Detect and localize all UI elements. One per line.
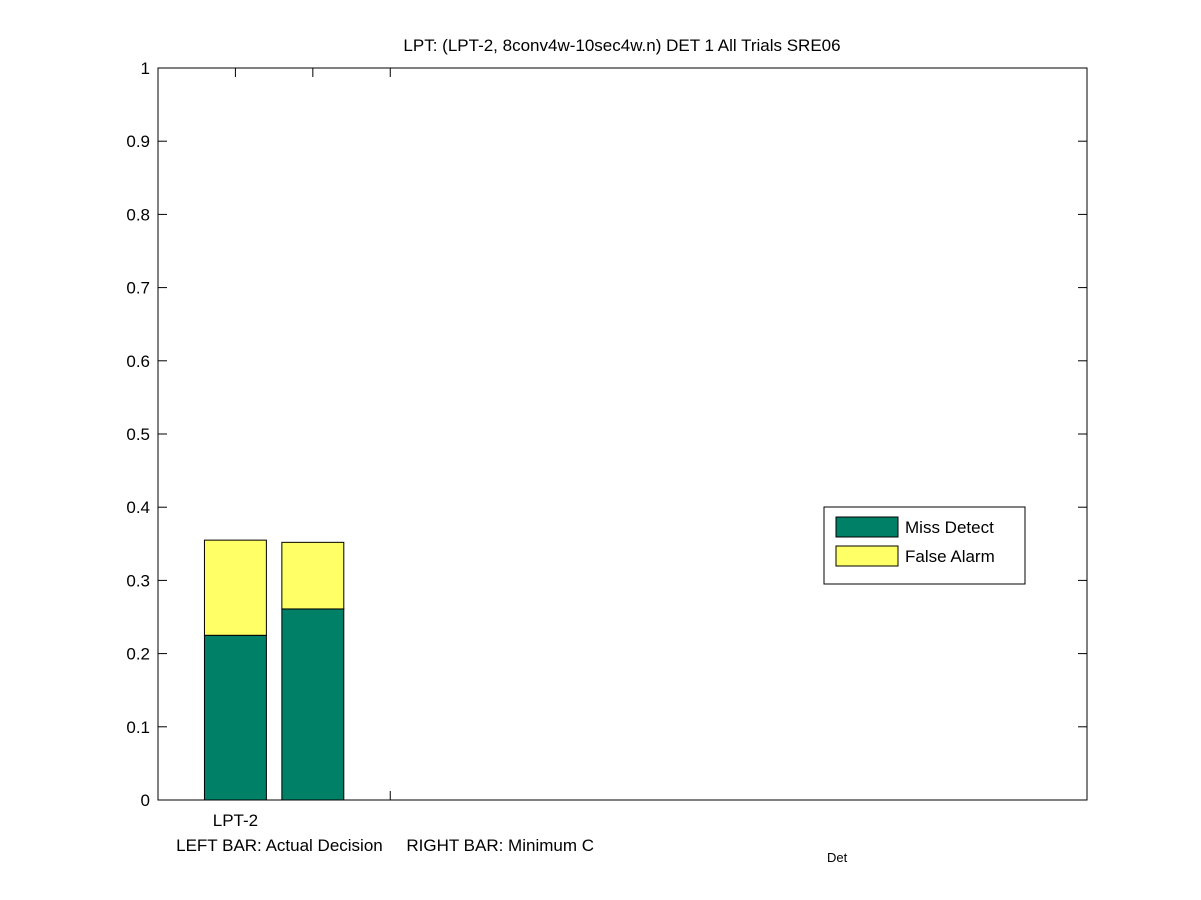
x-axis-label: LEFT BAR: Actual Decision RIGHT BAR: Min… [176, 836, 594, 855]
y-tick-label: 0.2 [126, 645, 150, 664]
y-tick-label: 0 [141, 791, 150, 810]
y-tick-label: 0.3 [126, 571, 150, 590]
chart-title: LPT: (LPT-2, 8conv4w-10sec4w.n) DET 1 Al… [403, 36, 840, 55]
bar-segment [203, 539, 267, 636]
legend-swatch [835, 516, 899, 538]
bar-segment [203, 634, 267, 801]
x-axis-label-subscript: Det [827, 850, 848, 865]
x-tick-label: LPT-2 [213, 811, 258, 830]
y-tick-label: 1 [141, 59, 150, 78]
legend-label: False Alarm [905, 547, 995, 566]
y-tick-label: 0.6 [126, 352, 150, 371]
y-tick-label: 0.9 [126, 132, 150, 151]
y-tick-label: 0.8 [126, 205, 150, 224]
bar-segment [281, 541, 345, 610]
y-tick-label: 0.4 [126, 498, 150, 517]
y-tick-label: 0.5 [126, 425, 150, 444]
bar-segment [281, 608, 345, 801]
plot-frame [157, 67, 1088, 801]
legend-label: Miss Detect [905, 518, 994, 537]
y-tick-label: 0.7 [126, 279, 150, 298]
legend-swatch [835, 545, 899, 567]
y-tick-label: 0.1 [126, 718, 150, 737]
